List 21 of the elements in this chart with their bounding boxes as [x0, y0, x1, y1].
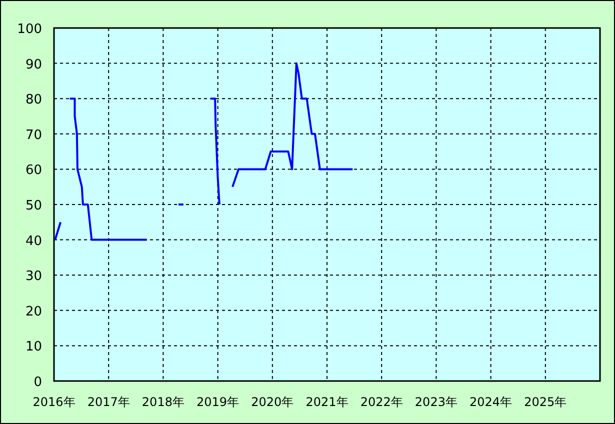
x-tick-label: 2019年	[196, 395, 240, 409]
y-tick-label: 40	[25, 234, 42, 249]
y-tick-label: 30	[25, 269, 42, 284]
y-tick-label: 0	[34, 375, 42, 390]
x-tick-label: 2016年	[32, 395, 76, 409]
x-tick-label: 2017年	[87, 395, 130, 409]
y-tick-label: 60	[25, 163, 42, 178]
y-tick-label: 70	[25, 128, 42, 143]
y-tick-label: 100	[17, 22, 42, 37]
x-tick-label: 2025年	[524, 395, 567, 409]
x-tick-label: 2020年	[251, 395, 294, 409]
x-tick-label: 2021年	[306, 395, 348, 409]
y-tick-label: 50	[25, 198, 42, 214]
y-tick-label: 80	[25, 92, 42, 108]
x-tick-label: 2022年	[360, 395, 403, 409]
y-tick-label: 90	[25, 57, 42, 72]
x-tick-label: 2018年	[142, 395, 184, 409]
x-tick-label: 2023年	[414, 395, 458, 409]
y-tick-label: 20	[25, 304, 42, 320]
x-tick-label: 2024年	[470, 395, 512, 409]
y-tick-label: 10	[25, 340, 42, 355]
